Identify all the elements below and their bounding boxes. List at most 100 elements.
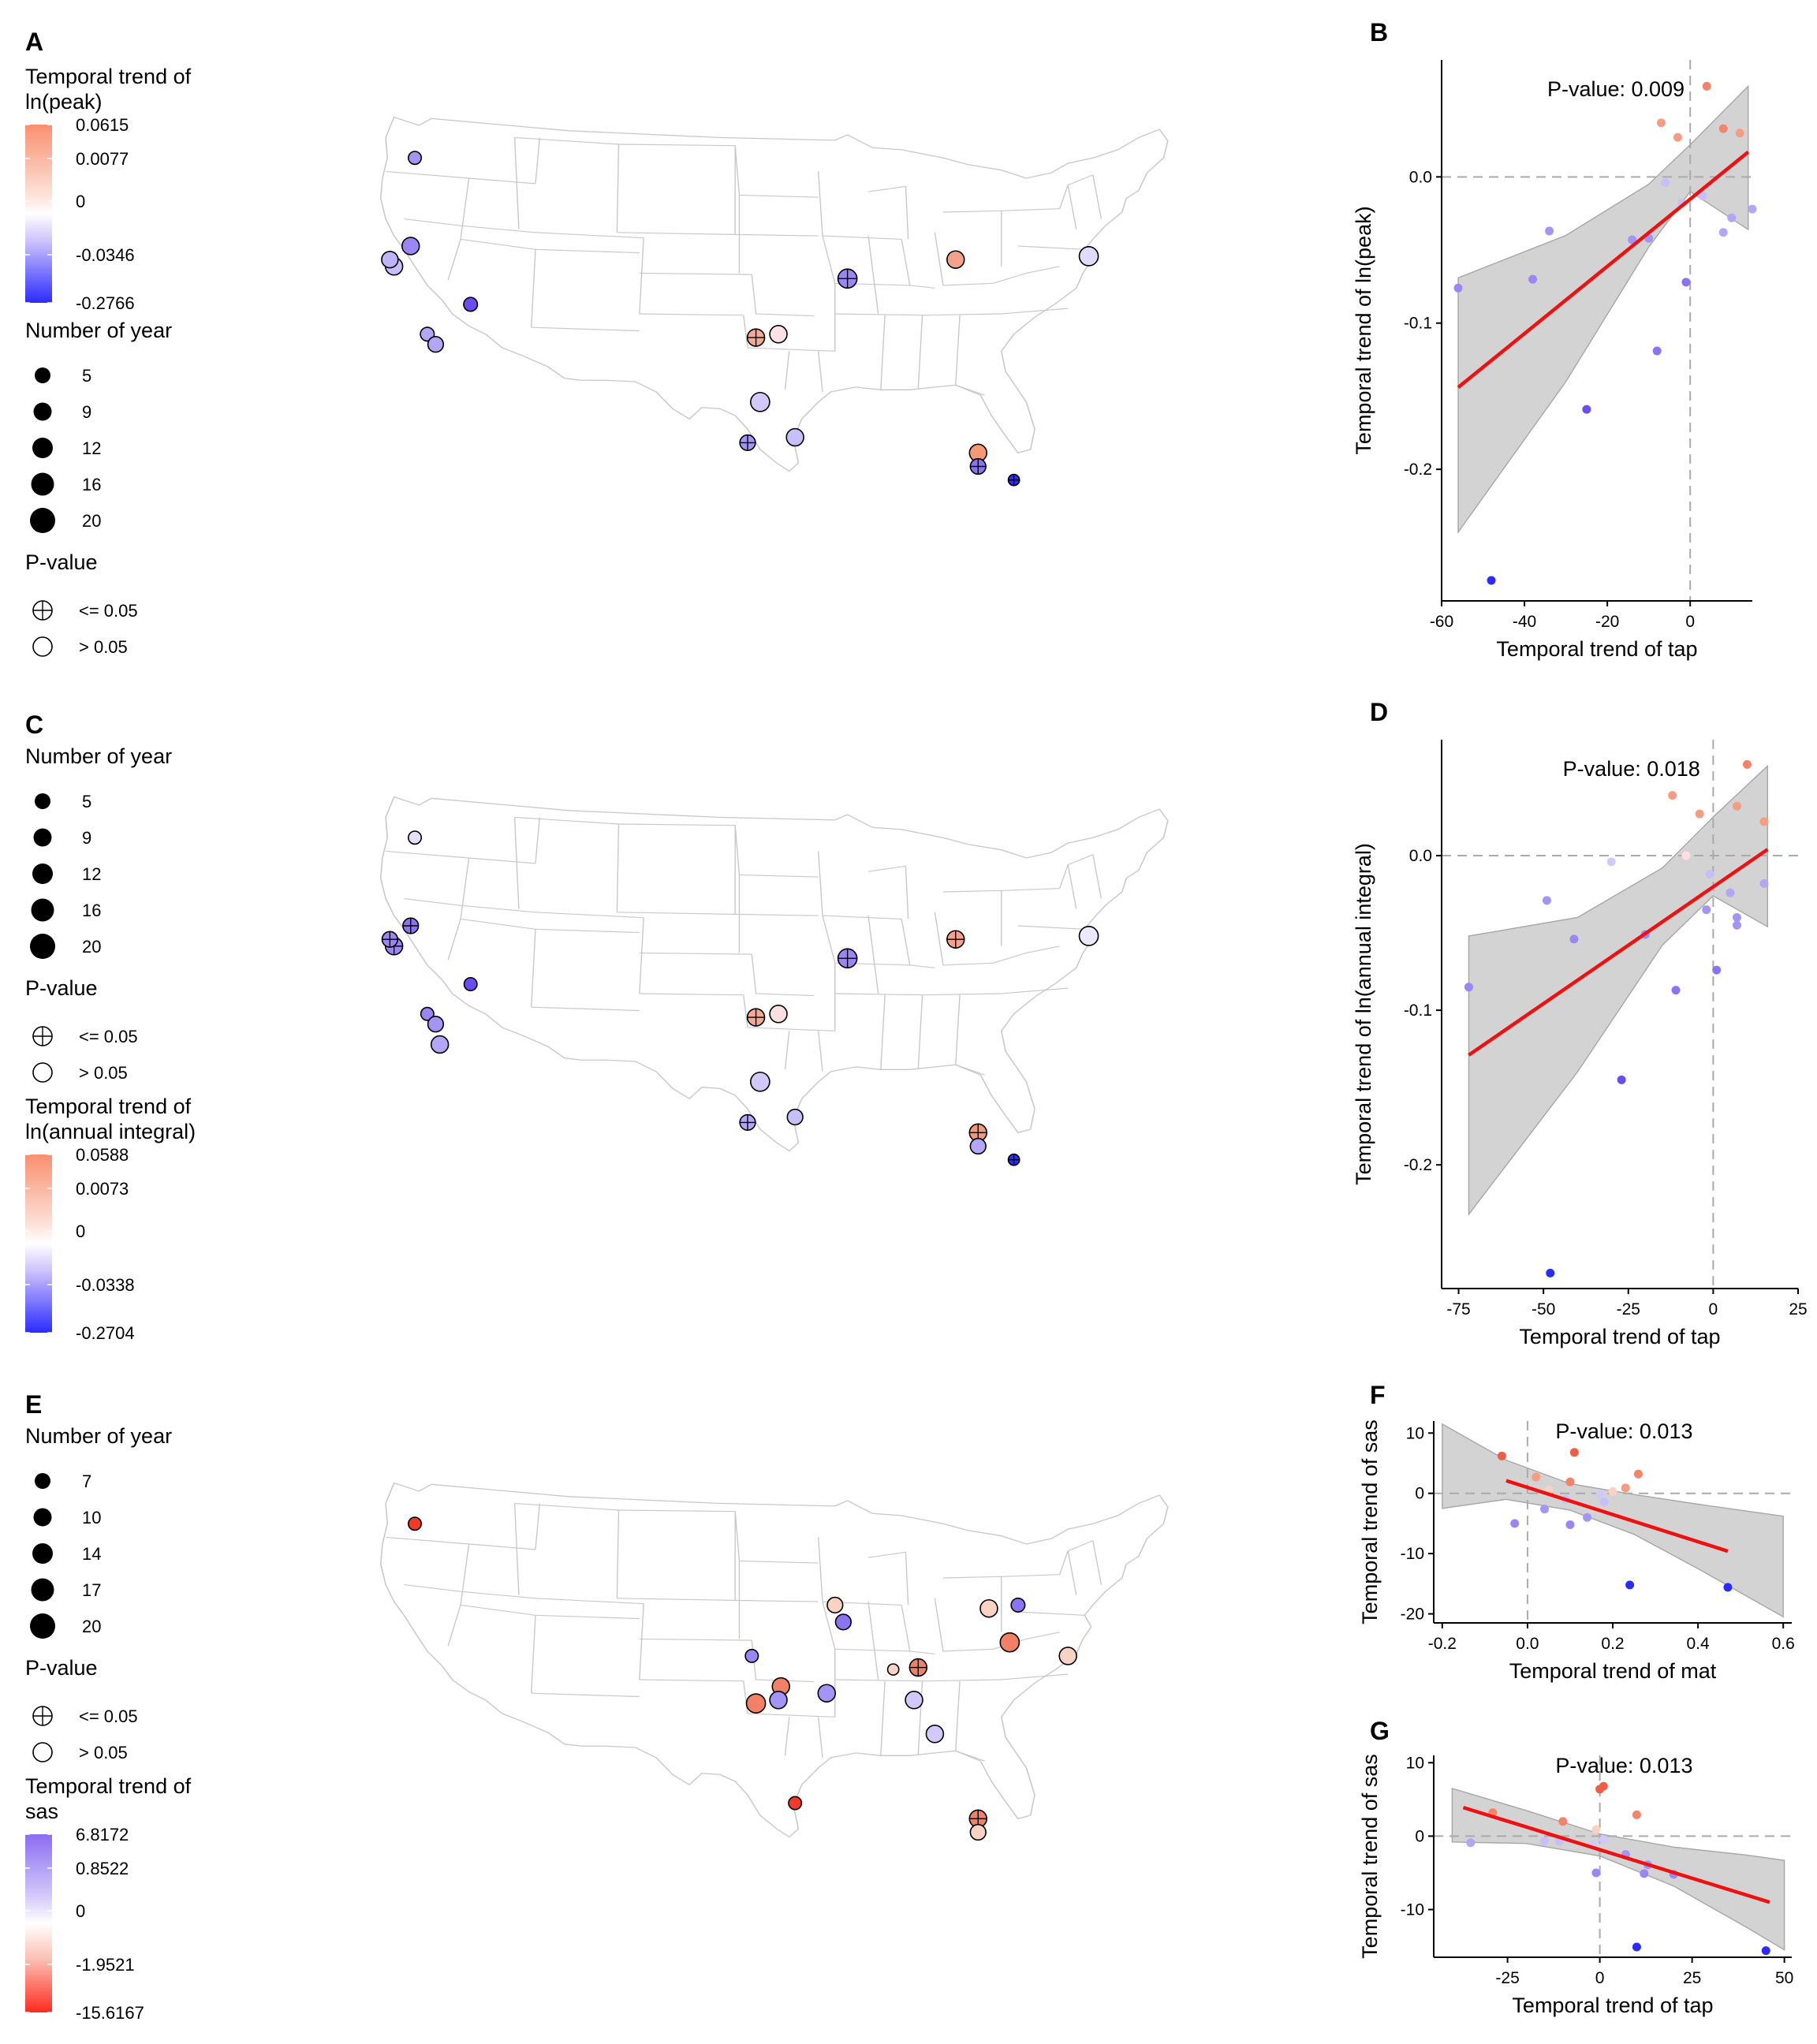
- state-border: [867, 1551, 909, 1606]
- size-legend-label: 9: [82, 402, 91, 422]
- x-tick-label: 0.6: [1772, 1635, 1795, 1653]
- state-border: [818, 1031, 823, 1072]
- site-marker: [979, 1598, 998, 1618]
- data-point: [1569, 934, 1579, 944]
- data-point: [1735, 129, 1744, 138]
- data-point: [1510, 1519, 1520, 1528]
- colorbar-tick-label: -0.0346: [76, 245, 135, 265]
- state-border: [955, 1064, 985, 1076]
- state-border: [834, 993, 1002, 996]
- state-border: [934, 232, 994, 286]
- site-marker: [749, 391, 770, 412]
- data-point: [1617, 1075, 1626, 1084]
- data-point: [1661, 178, 1670, 188]
- data-point: [1558, 1817, 1568, 1826]
- pvalue-legend-label: <= 0.05: [79, 601, 138, 621]
- data-point: [1671, 986, 1681, 995]
- site-marker: [427, 1016, 445, 1033]
- state-border: [535, 137, 540, 184]
- state-border: [917, 315, 923, 389]
- us-outline: [379, 116, 1169, 472]
- state-border: [867, 236, 879, 315]
- data-point: [1681, 851, 1691, 860]
- data-point: [1582, 405, 1591, 414]
- state-border: [818, 351, 823, 392]
- data-point: [1546, 1268, 1555, 1278]
- state-border: [531, 1006, 640, 1012]
- x-tick-label: -0.2: [1428, 1635, 1457, 1653]
- state-border: [447, 177, 470, 281]
- site-marker: [786, 1108, 804, 1126]
- size-legend-label: 5: [82, 366, 91, 386]
- data-point: [1698, 191, 1707, 200]
- data-point: [1542, 896, 1551, 905]
- data-point: [1583, 1512, 1592, 1522]
- panel-tag-C: C: [25, 711, 43, 739]
- y-axis-label: Temporal trend of sas: [1358, 1419, 1382, 1624]
- state-border: [818, 851, 836, 1031]
- site-marker: [744, 1648, 759, 1663]
- site-marker: [999, 1632, 1020, 1653]
- panel-tag-D: D: [1370, 698, 1388, 726]
- size-legend-C: Number of year 5 9 12 16 20: [25, 744, 172, 959]
- map-C: [379, 796, 1169, 1166]
- y-tick-label: 10: [1406, 1424, 1424, 1442]
- data-point: [1695, 809, 1704, 819]
- state-border: [617, 232, 736, 235]
- state-border: [531, 1692, 640, 1698]
- size-legend-dot: [30, 508, 55, 533]
- data-point: [1591, 1825, 1601, 1834]
- site-marker: [463, 976, 478, 991]
- site-marker: [408, 1516, 423, 1531]
- pvalue-legend-label: <= 0.05: [79, 1027, 138, 1046]
- data-point: [1727, 213, 1737, 222]
- data-point: [1632, 1810, 1641, 1819]
- pvalue-legend-title: P-value: [25, 976, 98, 1000]
- site-marker: [1078, 246, 1099, 267]
- site-marker: [420, 1006, 435, 1021]
- color-legend-title: sas: [25, 1800, 58, 1823]
- confidence-band: [1468, 764, 1768, 1216]
- state-border: [514, 136, 619, 145]
- state-border: [822, 235, 902, 240]
- state-border: [404, 898, 536, 913]
- data-point: [1726, 888, 1735, 897]
- state-border: [880, 1680, 886, 1756]
- state-border: [901, 1605, 935, 1654]
- size-legend-label: 16: [82, 901, 101, 920]
- state-border: [1001, 1574, 1060, 1577]
- x-tick-label: -40: [1513, 613, 1536, 631]
- site-marker: [463, 297, 479, 312]
- nonsig-legend-symbol: [32, 636, 53, 657]
- site-marker: [946, 250, 965, 269]
- pvalue-annotation: P-value: 0.009: [1547, 77, 1685, 101]
- data-point: [1681, 278, 1691, 287]
- state-border: [743, 994, 835, 1031]
- size-legend-dot: [31, 472, 54, 496]
- state-border: [955, 384, 985, 396]
- nonsig-legend-symbol: [32, 1062, 53, 1083]
- scatter-F: F -0.2 0.0 0.2 0.4 0.6 10 0 -10 -20 P-value: 0.013…: [1358, 1381, 1795, 1683]
- data-point: [1453, 283, 1463, 293]
- data-point: [1640, 1869, 1649, 1878]
- size-legend-label: 16: [82, 475, 101, 494]
- data-point: [1759, 878, 1769, 888]
- state-border: [834, 1679, 1002, 1682]
- x-tick-label: -60: [1430, 613, 1453, 631]
- state-border: [834, 313, 1002, 316]
- site-marker: [427, 336, 445, 353]
- colorbar-tick-label: 0: [76, 192, 85, 211]
- scatter-G: G -25 0 25 50 10 0 -10 P-value: 0.013 Temporal tr…: [1358, 1717, 1793, 2017]
- state-border: [834, 1648, 910, 1652]
- data-point: [1569, 1448, 1579, 1457]
- color-legend-title: Temporal trend of: [25, 1095, 192, 1118]
- site-marker: [1058, 1647, 1077, 1665]
- data-point: [1723, 1583, 1733, 1592]
- size-legend-label: 5: [82, 792, 91, 811]
- size-legend-label: 9: [82, 828, 91, 848]
- x-tick-label: -25: [1495, 1969, 1519, 1987]
- state-border: [1067, 1550, 1077, 1595]
- state-border: [617, 912, 736, 915]
- y-tick-label: 0: [1415, 1827, 1424, 1845]
- us-outline: [379, 1482, 1169, 1838]
